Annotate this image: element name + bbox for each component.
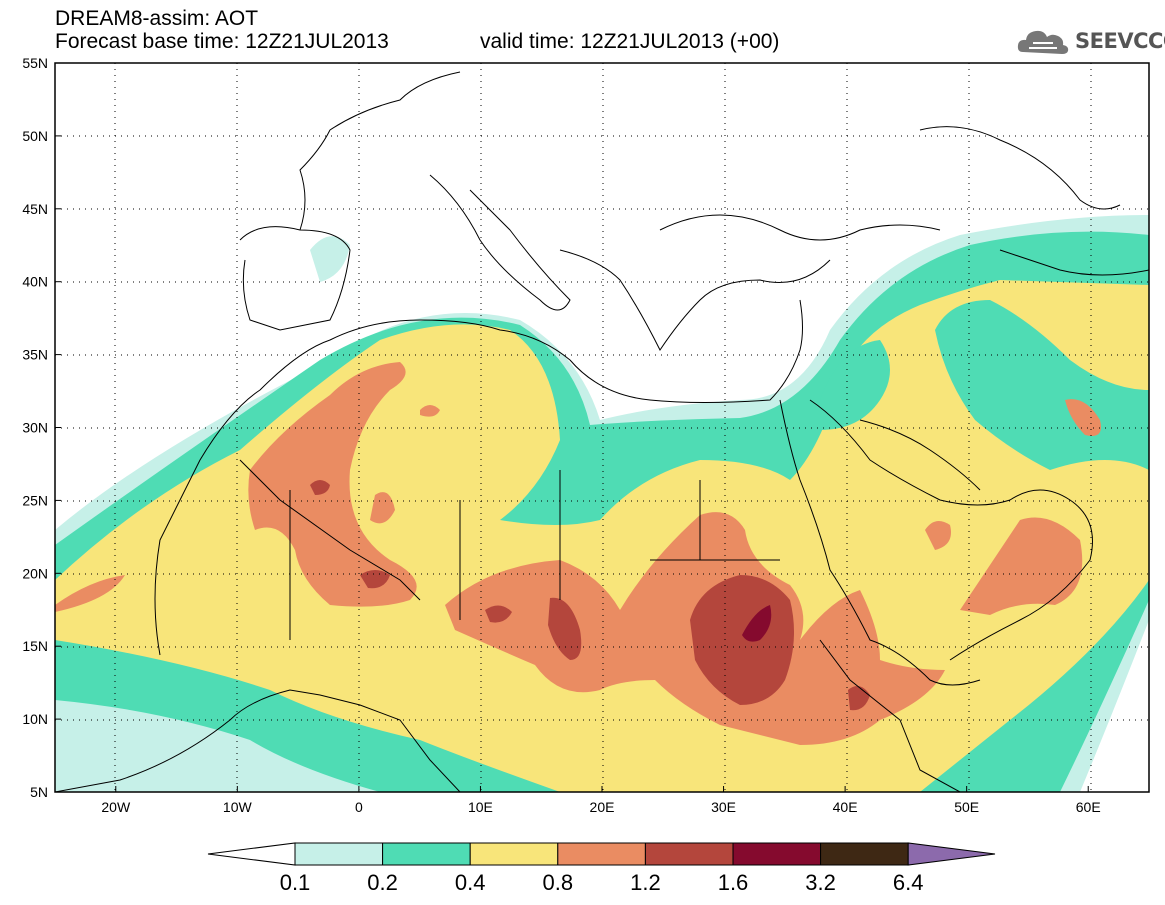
coastlines — [55, 71, 1149, 792]
lat-label: 55N — [22, 55, 48, 71]
lon-label: 10E — [468, 799, 493, 815]
base-time: Forecast base time: 12Z21JUL2013 — [55, 30, 389, 53]
lat-label: 35N — [22, 347, 48, 363]
colorbar-label: 6.4 — [892, 870, 924, 895]
colorbar-swatch — [294, 842, 384, 866]
colorbar-over-arrow — [907, 842, 996, 866]
lat-label: 30N — [22, 420, 48, 436]
seevccc-logo: SEEVCCC — [1017, 26, 1165, 56]
lon-label: 60E — [1076, 799, 1101, 815]
lat-label: 45N — [22, 201, 48, 217]
colorbar-label: 0.2 — [367, 870, 398, 895]
lat-label: 50N — [22, 128, 48, 144]
aot-contours — [55, 215, 1149, 792]
colorbar-label: 3.2 — [805, 870, 836, 895]
colorbar-label: 1.2 — [630, 870, 661, 895]
axis-ticks — [55, 62, 1089, 793]
forecast-time-line: Forecast base time: 12Z21JUL2013 valid ti… — [55, 30, 779, 53]
logo-text: SEEVCCC — [1075, 29, 1165, 53]
colorbar-swatch — [820, 842, 909, 866]
colorbar — [207, 842, 996, 866]
lat-label: 25N — [22, 492, 48, 508]
cloud-icon — [1017, 30, 1069, 54]
lat-label: 20N — [22, 565, 48, 581]
lat-label: 5N — [30, 784, 48, 800]
latitude-labels: 55N 50N 45N 40N 35N 30N 25N 20N 15N 10N 5N — [22, 55, 48, 800]
lon-label: 30E — [711, 799, 736, 815]
colorbar-label: 0.4 — [454, 870, 486, 895]
lat-label: 40N — [22, 274, 48, 290]
colorbar-swatch — [732, 842, 822, 866]
colorbar-label: 0.8 — [542, 870, 574, 895]
colorbar-swatch — [557, 842, 646, 866]
colorbar-swatch — [382, 842, 471, 866]
lon-label: 20W — [101, 799, 131, 815]
colorbar-swatch — [644, 842, 734, 866]
lon-label: 20E — [590, 799, 615, 815]
valid-time: valid time: 12Z21JUL2013 (+00) — [480, 30, 780, 53]
colorbar-under-arrow — [207, 842, 296, 866]
chart-title: DREAM8-assim: AOT — [55, 7, 259, 30]
lon-label: 50E — [954, 799, 979, 815]
lon-label: 40E — [833, 799, 858, 815]
gridlines — [55, 63, 1149, 792]
lon-label: 0 — [355, 799, 363, 815]
lat-label: 15N — [22, 638, 48, 654]
colorbar-label: 0.1 — [279, 870, 311, 895]
colorbar-label: 1.6 — [717, 870, 749, 895]
longitude-labels: 20W 10W 0 10E 20E 30E 40E 50E 60E — [101, 799, 1100, 815]
lat-label: 10N — [22, 711, 48, 727]
lon-label: 10W — [223, 799, 253, 815]
colorbar-swatch — [469, 842, 559, 866]
